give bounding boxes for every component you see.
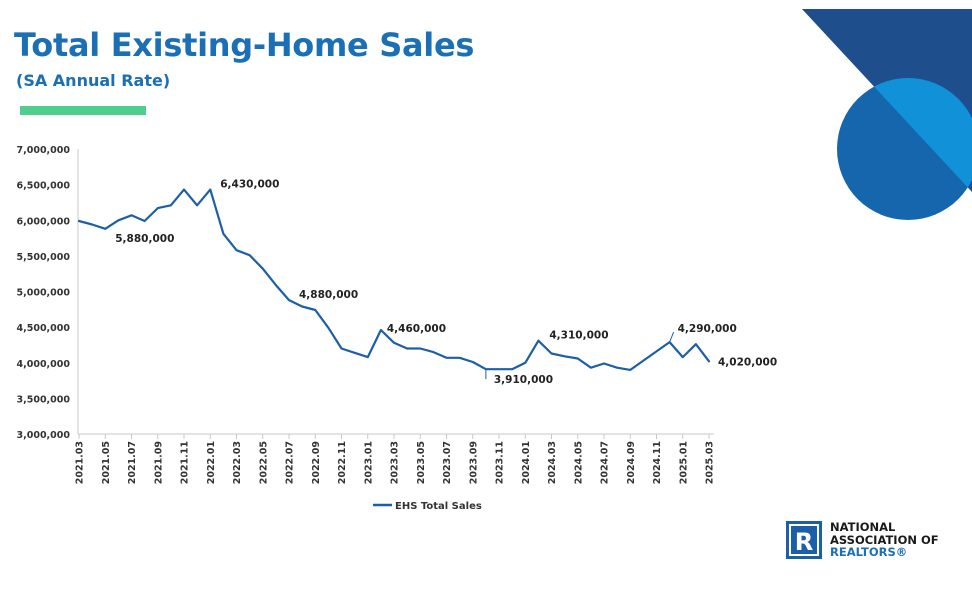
x-tick-label: 2022.03 — [232, 441, 243, 484]
series-line — [77, 188, 711, 371]
x-tick-label: 2024.11 — [652, 441, 663, 484]
x-tick-label: 2022.07 — [285, 441, 296, 484]
x-tick-label: 2022.01 — [206, 441, 217, 484]
x-tick-label: 2024.05 — [573, 441, 584, 484]
y-tick-label: 6,500,000 — [17, 181, 71, 192]
accent-bar — [20, 106, 146, 115]
y-tick-label: 4,500,000 — [17, 323, 71, 334]
y-tick-label: 4,000,000 — [17, 359, 71, 370]
x-tick-label: 2024.09 — [626, 441, 637, 484]
x-tick-label: 2025.03 — [705, 441, 716, 484]
x-tick-label: 2023.07 — [442, 441, 453, 484]
x-tick-label: 2024.01 — [521, 441, 532, 484]
x-tick-label: 2021.07 — [127, 441, 138, 484]
page-title: Total Existing-Home Sales — [14, 26, 475, 64]
logo-text: NATIONAL ASSOCIATION OF REALTORS® — [830, 521, 970, 559]
data-label: 4,020,000 — [718, 356, 777, 368]
page-subtitle: (SA Annual Rate) — [16, 71, 171, 90]
data-label: 4,310,000 — [549, 330, 608, 342]
realtor-r-icon: R — [786, 521, 822, 559]
x-tick-label: 2023.05 — [416, 441, 427, 484]
legend-label: EHS Total Sales — [395, 501, 482, 512]
y-tick-label: 3,000,000 — [17, 430, 71, 441]
x-tick-label: 2021.03 — [75, 441, 86, 484]
x-tick-label: 2021.09 — [153, 441, 164, 484]
y-tick-label: 6,000,000 — [17, 216, 71, 227]
data-label: 3,910,000 — [494, 374, 553, 386]
x-tick-label: 2024.07 — [600, 441, 611, 484]
y-tick-label: 3,500,000 — [17, 394, 71, 405]
deco-circle-highlight — [837, 78, 972, 192]
legend: EHS Total Sales — [373, 501, 482, 512]
data-label: 6,430,000 — [220, 179, 279, 191]
y-tick-label: 7,000,000 — [17, 145, 71, 156]
label-leader-line — [669, 331, 675, 343]
series-lines — [77, 188, 711, 371]
y-tick-label: 5,000,000 — [17, 288, 71, 299]
data-labels: 5,880,000 6,430,000 4,880,000 4,460,000 3,91… — [115, 179, 777, 387]
x-tick-label: 2023.11 — [495, 441, 506, 484]
logo-line-1: NATIONAL — [830, 520, 896, 534]
decorative-shapes — [802, 9, 972, 220]
y-tick-labels: 3,000,000 3,500,000 4,000,000 4,500,000 5,00… — [17, 145, 71, 441]
data-label: 4,880,000 — [299, 289, 358, 301]
x-tick-label: 2024.03 — [547, 441, 558, 484]
x-tick-label: 2022.05 — [258, 441, 269, 484]
y-tick-label: 5,500,000 — [17, 252, 71, 263]
data-label: 4,460,000 — [387, 323, 446, 335]
x-tick-label: 2021.05 — [101, 441, 112, 484]
x-tick-label: 2022.11 — [337, 441, 348, 484]
x-tick-label: 2023.09 — [468, 441, 479, 484]
x-tick-label: 2025.01 — [678, 441, 689, 484]
x-tick-label: 2022.09 — [311, 441, 322, 484]
data-label: 5,880,000 — [115, 233, 174, 245]
logo-line-3: REALTORS® — [830, 545, 908, 559]
x-tick-labels: 2021.03 2021.05 2021.07 2021.09 2021.11 2022.… — [75, 434, 716, 484]
x-tick-label: 2023.03 — [390, 441, 401, 484]
x-tick-label: 2023.01 — [363, 441, 374, 484]
logo-line-2: ASSOCIATION OF — [830, 532, 939, 547]
x-tick-label: 2021.11 — [180, 441, 191, 484]
svg-text:R: R — [795, 528, 813, 556]
data-label: 4,290,000 — [678, 323, 737, 335]
